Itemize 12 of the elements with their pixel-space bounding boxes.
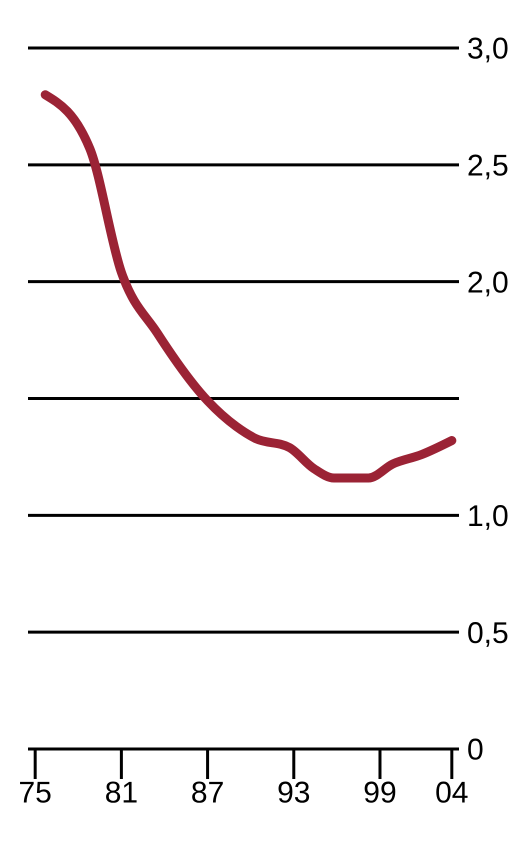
y-tick-label: 3,0 — [467, 32, 509, 66]
y-tick-label: 0 — [467, 734, 484, 767]
x-tick-label: 93 — [277, 776, 310, 810]
x-tick-label: 87 — [190, 776, 224, 810]
y-tick-label: 2,0 — [467, 266, 509, 300]
y-tick-label: 0,5 — [467, 616, 509, 650]
x-tick-label: 04 — [435, 776, 469, 810]
x-tick-label: 99 — [363, 776, 397, 810]
y-tick-label: 1,0 — [467, 500, 509, 533]
x-tick-label: 75 — [18, 776, 52, 810]
x-tick-label: 81 — [104, 776, 138, 810]
y-tick-label: 2,5 — [467, 149, 509, 182]
